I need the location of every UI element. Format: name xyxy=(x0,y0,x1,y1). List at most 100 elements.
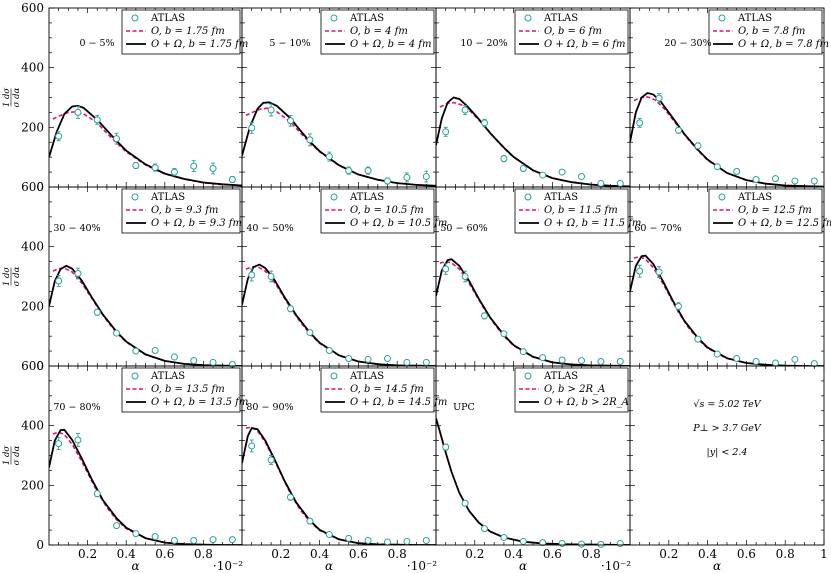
x-tick-label: 1 xyxy=(820,547,828,561)
legend: ATLAS O, b = 12.5 fm O + Ω, b = 12.5 fm xyxy=(708,188,831,234)
atlas-point xyxy=(306,136,314,144)
atlas-point xyxy=(228,176,236,184)
info-text: √s = 5.02 TeV xyxy=(693,399,761,410)
atlas-point xyxy=(578,540,585,548)
x-axis-title: α xyxy=(325,559,333,573)
atlas-point xyxy=(500,330,508,338)
legend-atlas-marker xyxy=(524,372,532,380)
series-O-Omega-line xyxy=(49,264,242,366)
atlas-point xyxy=(442,265,450,273)
legend-label: O + Ω, b = 12.5 fm xyxy=(738,218,831,229)
legend-box xyxy=(320,9,435,55)
atlas-point xyxy=(132,347,140,355)
atlas-point xyxy=(519,165,527,173)
atlas-point xyxy=(539,354,547,362)
atlas-point xyxy=(55,277,63,285)
atlas-point xyxy=(713,350,721,358)
x-axis-title: α xyxy=(713,559,721,573)
y-tick-label: 200 xyxy=(21,120,44,134)
atlas-point xyxy=(55,132,63,140)
atlas-point xyxy=(287,493,294,501)
series-O-Omega-line xyxy=(242,427,436,545)
series-O-Omega-line xyxy=(242,263,436,366)
series-O-Omega-line xyxy=(49,104,242,187)
y-axis-title-denominator: σ dα xyxy=(12,266,22,286)
y-axis-title-numerator: 1 dσ xyxy=(2,88,12,108)
panel-chart: ATLAS O, b = 13.5 fm O + Ω, b = 13.5 fm 70 … xyxy=(48,365,248,546)
atlas-point xyxy=(74,270,82,278)
legend-atlas-marker xyxy=(330,193,338,201)
panel-chart: ATLAS O, b = 7.8 fm O + Ω, b = 7.8 fm 20 − … xyxy=(629,7,829,188)
atlas-point xyxy=(209,165,217,173)
legend-box xyxy=(514,188,629,234)
legend-label: O, b > 2R_A xyxy=(544,384,605,395)
legend-label: O, b = 4 fm xyxy=(350,26,408,37)
panel-chart: ATLAS O, b > 2R_A O + Ω, b > 2R_A UPC xyxy=(435,365,631,548)
legend: ATLAS O, b = 6 fm O + Ω, b = 6 fm xyxy=(514,9,629,55)
legend-label: O + Ω, b = 13.5 fm xyxy=(151,397,248,408)
atlas-point xyxy=(151,346,159,354)
atlas-point xyxy=(384,355,391,363)
atlas-point xyxy=(306,329,314,337)
atlas-point xyxy=(675,126,682,134)
legend-label: O, b = 13.5 fm xyxy=(151,384,225,395)
y-tick-label: 200 xyxy=(21,478,44,492)
series-O-line xyxy=(436,417,630,545)
legend-label: O + Ω, b = 1.75 fm xyxy=(151,39,248,50)
x-tick-labels: 0.2 0.4 0.6 0.8 α ·10⁻² 0.2 0.4 0.6 0.8 α ·10⁻² 0.2 0… xyxy=(78,547,828,573)
legend-label: ATLAS xyxy=(349,371,384,382)
y-tick-label: 0 xyxy=(36,538,44,552)
x-tick-label: 0.4 xyxy=(504,547,523,561)
atlas-point xyxy=(325,346,333,354)
info-annotations: √s = 5.02 TeV P⊥ > 3.7 GeV |y| < 2.4 xyxy=(692,399,762,458)
panel-chart: ATLAS O, b = 9.3 fm O + Ω, b = 9.3 fm 30 − … xyxy=(48,186,243,369)
atlas-point xyxy=(170,168,178,176)
atlas-point xyxy=(558,540,566,548)
atlas-point xyxy=(113,522,121,530)
legend-atlas-marker xyxy=(524,14,532,22)
legend: ATLAS O, b = 10.5 fm O + Ω, b = 10.5 fm xyxy=(320,188,447,234)
atlas-point xyxy=(151,533,159,541)
legend-label: O, b = 1.75 fm xyxy=(151,26,225,37)
atlas-point xyxy=(364,355,372,363)
legend: ATLAS O, b = 7.8 fm O + Ω, b = 7.8 fm xyxy=(708,9,829,55)
atlas-point xyxy=(578,173,585,181)
x-tick-label: 0.4 xyxy=(310,547,329,561)
atlas-point xyxy=(752,358,760,366)
axis-ticks xyxy=(630,365,825,546)
panel-chart: ATLAS O, b = 4 fm O + Ω, b = 4 fm 5 − 10% xyxy=(241,7,437,188)
atlas-point xyxy=(539,539,547,547)
legend: ATLAS O, b > 2R_A O + Ω, b > 2R_A xyxy=(514,367,629,413)
panel-chart: ATLAS O, b = 1.75 fm O + Ω, b = 1.75 fm 0 −… xyxy=(48,7,248,188)
atlas-point xyxy=(655,268,663,276)
atlas-point xyxy=(616,358,624,366)
atlas-point xyxy=(597,540,605,548)
legend-label: O + Ω, b > 2R_A xyxy=(544,397,629,408)
atlas-point xyxy=(461,273,469,280)
atlas-point xyxy=(113,329,121,337)
legend-atlas-marker xyxy=(330,372,338,380)
x-axis-title: α xyxy=(131,559,139,573)
legend-label: O, b = 9.3 fm xyxy=(151,205,218,216)
legend: ATLAS O, b = 4 fm O + Ω, b = 4 fm xyxy=(320,9,435,55)
atlas-point xyxy=(791,177,799,185)
atlas-point xyxy=(384,538,391,546)
x-tick-label: 0.6 xyxy=(349,547,368,561)
legend-label: O, b = 6 fm xyxy=(544,26,602,37)
atlas-point xyxy=(597,358,605,366)
atlas-point xyxy=(113,135,121,143)
atlas-point xyxy=(55,440,63,448)
legend-atlas-marker xyxy=(718,193,726,201)
x-axis-title: α xyxy=(519,559,527,573)
atlas-point xyxy=(713,163,721,171)
series-O-line xyxy=(52,267,242,366)
atlas-point xyxy=(733,167,741,175)
atlas-point xyxy=(93,308,101,316)
atlas-point xyxy=(442,443,450,451)
atlas-point xyxy=(287,117,294,125)
y-axis-title-numerator: 1 dσ xyxy=(2,446,12,466)
panel-chart: ATLAS O, b = 12.5 fm O + Ω, b = 12.5 fm 60 … xyxy=(629,186,831,368)
panel-chart: ATLAS O, b = 14.5 fm O + Ω, b = 14.5 fm 80 … xyxy=(241,365,447,546)
y-axis-title: 1 dσ σ dα xyxy=(2,266,22,286)
